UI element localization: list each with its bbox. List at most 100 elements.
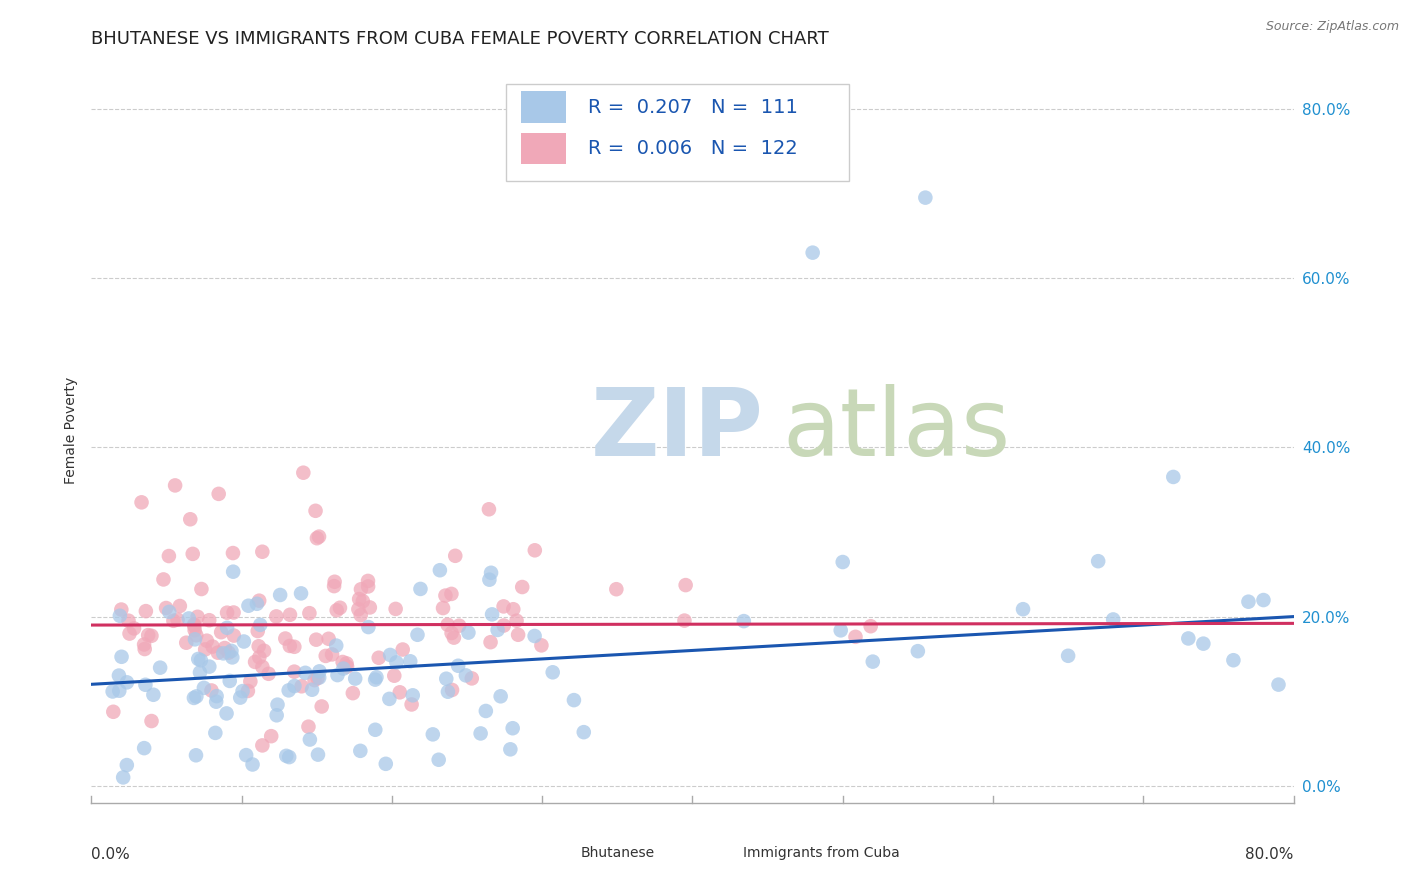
Point [461,672,484,686]
Point [311,699,333,714]
Point [204,726,226,740]
Point [134,741,156,756]
Point [184,748,207,763]
Point [174,636,197,650]
Point [1012,602,1035,616]
Point [118,626,141,640]
Point [323,574,346,589]
FancyBboxPatch shape [506,84,849,181]
Point [492,618,515,632]
Point [217,621,239,635]
Point [232,634,254,648]
Point [277,683,299,698]
Point [399,654,422,668]
Point [347,602,370,616]
Point [325,639,347,653]
Point [246,597,269,611]
Point [605,582,627,597]
Point [294,665,316,680]
Point [186,690,208,704]
Point [475,704,498,718]
Point [108,683,131,698]
Point [221,644,243,658]
Point [190,582,212,596]
Point [359,600,381,615]
Point [523,543,546,558]
Point [186,628,208,642]
Point [352,594,374,608]
Point [183,623,205,637]
Point [675,578,697,592]
Point [238,599,260,613]
Point [162,614,184,628]
Point [214,641,236,656]
Y-axis label: Female Poverty: Female Poverty [65,376,79,484]
Point [276,748,298,763]
Text: 0.0%: 0.0% [91,847,131,863]
Point [183,617,205,632]
Point [195,633,218,648]
Point [733,614,755,628]
Point [208,487,231,501]
Point [510,580,533,594]
Point [434,589,457,603]
Point [907,644,929,658]
Point [440,626,463,640]
Point [184,632,207,647]
Text: 80.0%: 80.0% [1246,847,1294,863]
Point [269,588,291,602]
Point [229,690,252,705]
Point [332,662,354,676]
Point [152,573,174,587]
Point [304,504,326,518]
Point [117,614,139,628]
Text: BHUTANESE VS IMMIGRANTS FROM CUBA FEMALE POVERTY CORRELATION CHART: BHUTANESE VS IMMIGRANTS FROM CUBA FEMALE… [91,30,830,48]
Point [378,691,401,706]
Point [135,604,157,618]
Point [215,706,238,721]
Point [252,739,274,753]
Point [112,771,135,785]
Point [308,530,330,544]
Point [492,599,515,614]
Point [110,649,132,664]
Point [374,756,396,771]
Point [115,758,138,772]
Text: Source: ZipAtlas.com: Source: ZipAtlas.com [1265,20,1399,33]
Point [329,600,352,615]
Point [122,621,145,635]
Point [283,640,305,654]
Point [108,668,131,682]
Point [541,665,564,680]
Point [505,614,527,628]
Point [1267,678,1289,692]
Point [141,629,163,643]
Point [247,650,270,665]
Point [101,684,124,698]
Point [297,720,319,734]
Point [572,725,595,739]
Bar [530,842,567,864]
Text: atlas: atlas [783,384,1011,476]
Point [242,757,264,772]
Point [332,655,354,669]
Point [481,607,503,622]
Point [830,624,852,638]
Point [350,608,373,623]
Point [335,657,357,671]
Point [134,642,156,657]
Point [1087,554,1109,568]
Point [301,682,323,697]
Point [177,611,200,625]
Point [166,613,188,627]
Bar [520,133,567,164]
Point [249,618,271,632]
Point [479,635,502,649]
Point [422,727,444,741]
Point [291,679,314,693]
Point [364,723,387,737]
Point [434,672,457,686]
Text: Immigrants from Cuba: Immigrants from Cuba [742,847,900,861]
Point [427,753,450,767]
Point [290,586,312,600]
